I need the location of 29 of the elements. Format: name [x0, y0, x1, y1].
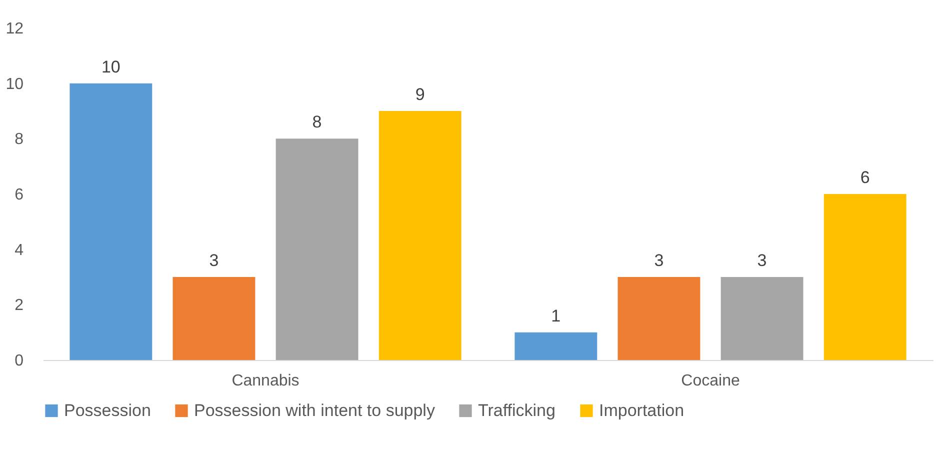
data-label: 3	[654, 251, 664, 270]
x-tick-label: Cocaine	[681, 372, 740, 390]
y-tick-label: 0	[14, 352, 24, 370]
y-tick-label: 10	[6, 76, 24, 93]
data-label: 3	[209, 251, 219, 270]
legend-label: Importation	[599, 400, 684, 420]
legend-label: Possession with intent to supply	[194, 400, 436, 420]
data-label: 1	[551, 306, 561, 326]
bar	[824, 194, 906, 360]
legend-label: Trafficking	[478, 400, 556, 420]
x-tick-label: Cannabis	[232, 372, 300, 390]
data-label: 6	[860, 168, 870, 187]
data-label: 10	[101, 57, 120, 76]
y-tick-label: 8	[14, 131, 24, 148]
y-tick-label: 12	[6, 20, 24, 38]
y-tick-label: 2	[14, 297, 24, 314]
bar	[70, 83, 152, 360]
y-tick-label: 6	[14, 186, 24, 204]
data-label: 8	[312, 112, 322, 132]
bar	[514, 332, 598, 360]
y-tick-label: 4	[14, 242, 24, 259]
bar	[618, 277, 700, 360]
bar	[378, 111, 462, 360]
bar	[276, 138, 358, 360]
bar	[720, 277, 804, 360]
legend-label: Possession	[64, 400, 151, 420]
data-label: 3	[757, 251, 767, 270]
data-label: 9	[415, 85, 425, 104]
bar	[172, 277, 256, 360]
